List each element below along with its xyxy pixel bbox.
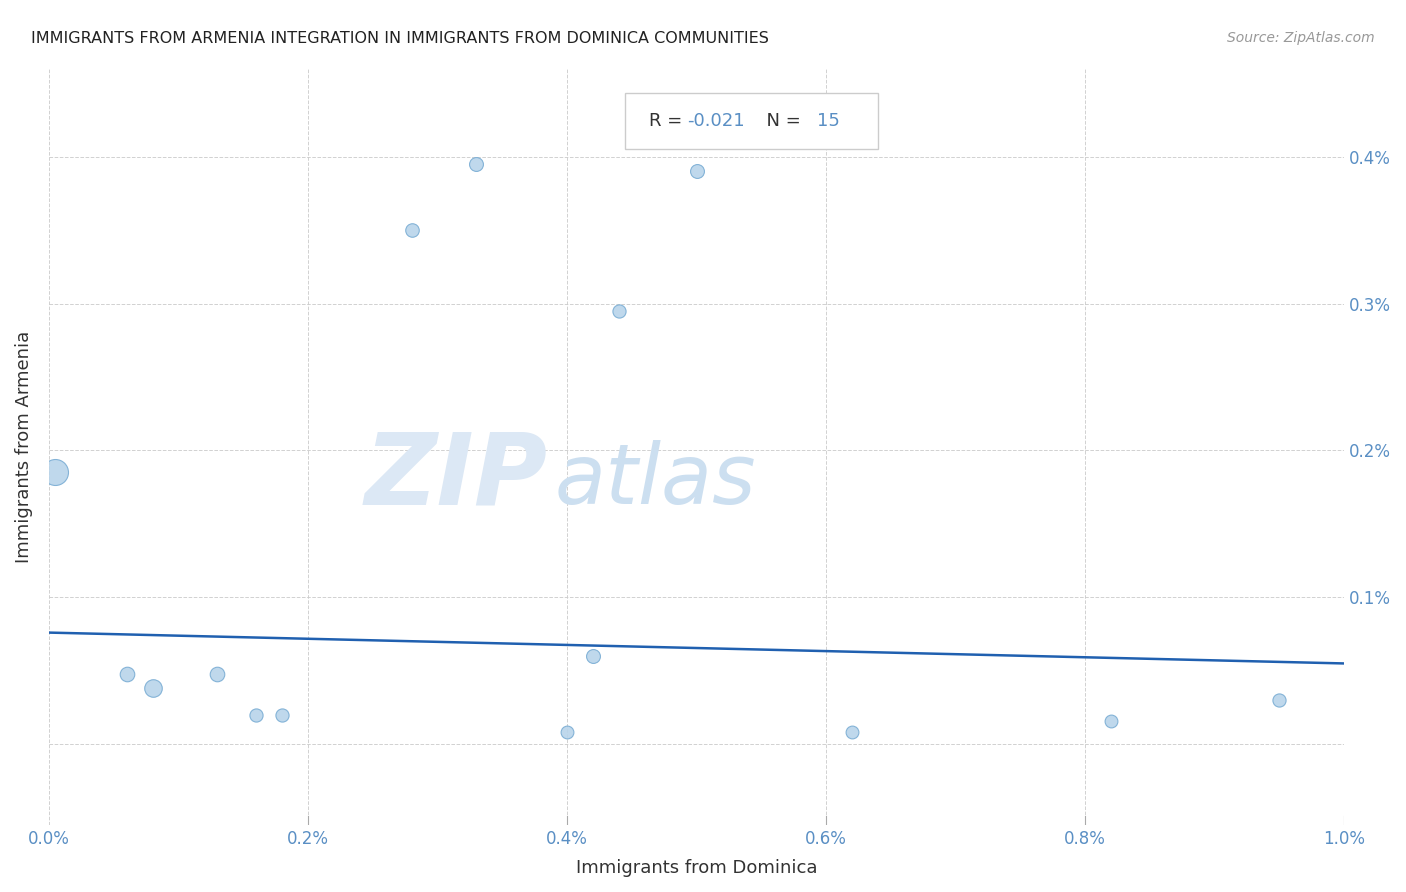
Text: -0.021: -0.021 [688, 112, 745, 130]
Point [582, 649, 605, 664]
Point [44, 466, 66, 480]
Point [271, 707, 294, 722]
Point [1099, 714, 1122, 728]
Point [465, 157, 488, 171]
Point [685, 164, 707, 178]
Text: N =: N = [755, 112, 806, 130]
Y-axis label: Immigrants from Armenia: Immigrants from Armenia [15, 331, 32, 563]
Text: 15: 15 [817, 112, 839, 130]
Text: R =: R = [648, 112, 688, 130]
Point [115, 666, 138, 681]
Text: ZIP: ZIP [364, 428, 547, 525]
Text: atlas: atlas [554, 441, 755, 521]
Point [207, 666, 229, 681]
FancyBboxPatch shape [626, 93, 877, 150]
Point [555, 725, 578, 739]
Point [245, 707, 267, 722]
Text: Source: ZipAtlas.com: Source: ZipAtlas.com [1227, 31, 1375, 45]
Point [142, 681, 165, 696]
Point [401, 223, 423, 237]
Point [607, 304, 630, 318]
Point [841, 725, 863, 739]
Point [1268, 693, 1291, 707]
X-axis label: Immigrants from Dominica: Immigrants from Dominica [576, 859, 817, 877]
Text: IMMIGRANTS FROM ARMENIA INTEGRATION IN IMMIGRANTS FROM DOMINICA COMMUNITIES: IMMIGRANTS FROM ARMENIA INTEGRATION IN I… [31, 31, 769, 46]
